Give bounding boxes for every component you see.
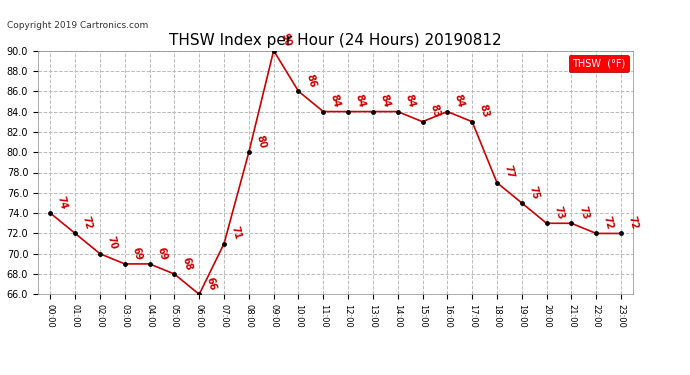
Text: 77: 77: [502, 164, 515, 180]
Text: 66: 66: [205, 276, 218, 292]
Text: 71: 71: [230, 225, 243, 241]
Text: 75: 75: [527, 184, 540, 200]
Text: 84: 84: [403, 93, 417, 109]
Text: 68: 68: [180, 255, 193, 271]
Text: 86: 86: [304, 73, 317, 88]
Text: 73: 73: [577, 205, 590, 220]
Text: 83: 83: [477, 103, 491, 119]
Text: 72: 72: [81, 215, 94, 231]
Text: 80: 80: [255, 134, 268, 149]
Legend: THSW  (°F): THSW (°F): [569, 56, 629, 72]
Text: 84: 84: [354, 93, 367, 109]
Text: 73: 73: [552, 205, 565, 220]
Text: 72: 72: [627, 215, 640, 231]
Text: 84: 84: [329, 93, 342, 109]
Text: 83: 83: [428, 103, 442, 119]
Text: 69: 69: [155, 246, 168, 261]
Text: 72: 72: [602, 215, 615, 231]
Text: 84: 84: [453, 93, 466, 109]
Text: 90: 90: [279, 32, 293, 48]
Text: 69: 69: [130, 246, 144, 261]
Text: 74: 74: [56, 195, 69, 210]
Text: Copyright 2019 Cartronics.com: Copyright 2019 Cartronics.com: [7, 21, 148, 30]
Title: THSW Index per Hour (24 Hours) 20190812: THSW Index per Hour (24 Hours) 20190812: [169, 33, 502, 48]
Text: 84: 84: [378, 93, 392, 109]
Text: 70: 70: [106, 236, 119, 251]
